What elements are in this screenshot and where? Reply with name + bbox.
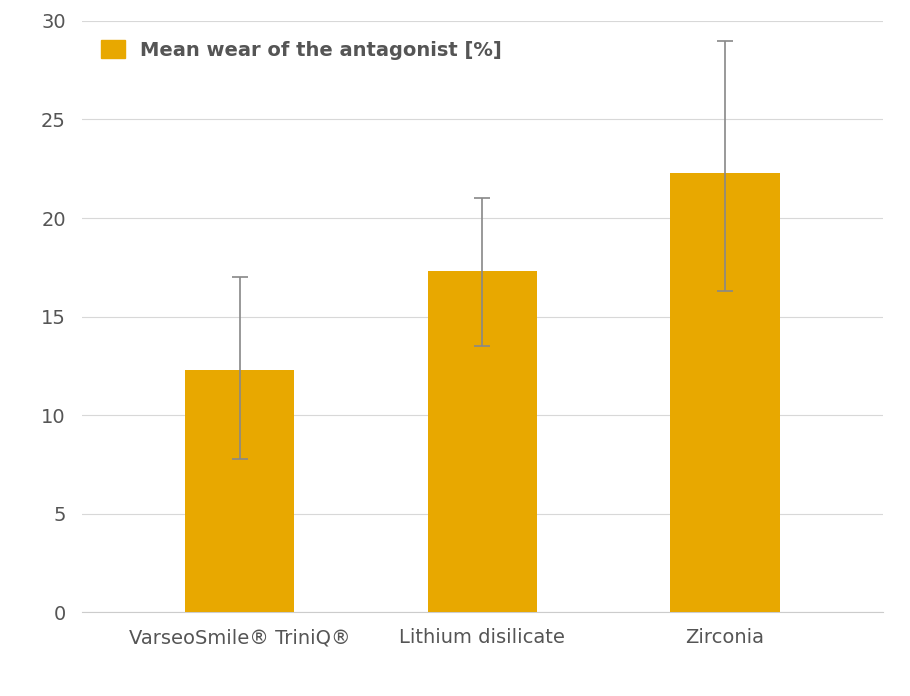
Legend: Mean wear of the antagonist [%]: Mean wear of the antagonist [%] [92,31,511,70]
Bar [671,173,780,612]
Bar [428,271,537,612]
Bar [185,370,294,612]
